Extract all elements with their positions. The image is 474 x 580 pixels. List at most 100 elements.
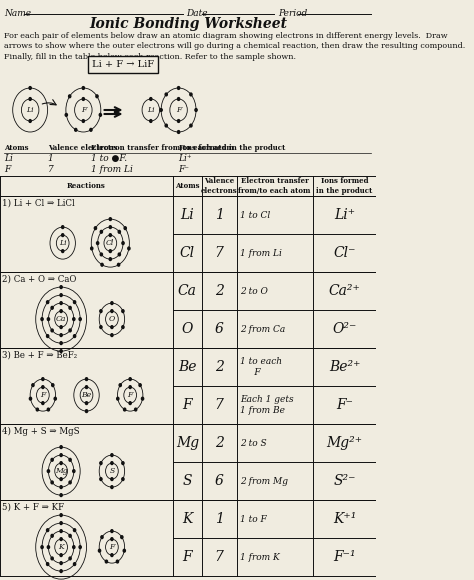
Circle shape [60,554,62,557]
Text: Li: Li [59,239,66,247]
Circle shape [94,227,97,230]
Circle shape [60,561,62,564]
Circle shape [47,318,49,321]
Circle shape [99,549,100,552]
Circle shape [105,560,108,563]
Circle shape [177,86,180,89]
Circle shape [54,397,56,400]
Circle shape [41,318,43,321]
Text: K⁺¹: K⁺¹ [333,512,356,526]
Circle shape [85,402,88,404]
Circle shape [46,301,49,303]
Circle shape [60,350,62,353]
Circle shape [109,258,111,260]
Text: Ions formed in the product: Ions formed in the product [179,144,285,152]
Circle shape [60,462,62,465]
Text: O: O [109,315,115,323]
Circle shape [60,538,62,541]
Circle shape [177,130,180,133]
Circle shape [100,253,102,256]
Circle shape [111,554,113,557]
Circle shape [46,335,49,338]
Circle shape [139,384,141,386]
Circle shape [29,119,31,122]
Circle shape [60,522,62,524]
Text: Li: Li [4,154,13,163]
Circle shape [111,454,113,456]
Circle shape [96,95,98,97]
Text: F⁻¹: F⁻¹ [333,550,356,564]
Text: 1 from K: 1 from K [240,553,280,561]
Text: 2 from Ca: 2 from Ca [240,324,285,334]
Circle shape [73,318,75,321]
Text: Mg: Mg [55,467,67,475]
Circle shape [51,458,53,461]
Circle shape [118,263,120,266]
Circle shape [60,334,62,336]
Circle shape [116,560,118,563]
Circle shape [124,227,127,230]
Text: Atoms: Atoms [4,144,28,152]
Circle shape [129,402,131,404]
Circle shape [60,302,62,304]
Circle shape [177,119,180,122]
Circle shape [118,230,120,233]
Text: 1: 1 [47,154,54,163]
Text: 7: 7 [47,165,54,174]
Text: Li⁺: Li⁺ [334,208,355,222]
Circle shape [69,329,71,332]
Circle shape [190,93,192,96]
Text: Valence electrons: Valence electrons [47,144,117,152]
Circle shape [51,306,53,309]
Circle shape [65,114,67,117]
Circle shape [69,557,71,560]
Circle shape [109,234,111,237]
Circle shape [128,247,130,250]
Circle shape [111,530,113,532]
Circle shape [121,536,123,539]
Circle shape [42,402,44,404]
Text: 2) Ca + O ⇒ CaO: 2) Ca + O ⇒ CaO [2,275,77,284]
Circle shape [119,384,121,386]
Text: F⁻: F⁻ [179,165,190,174]
Circle shape [60,530,62,532]
Text: F: F [176,106,181,114]
Circle shape [47,470,49,473]
Circle shape [46,563,49,566]
Circle shape [60,514,62,517]
Circle shape [100,310,102,313]
Circle shape [69,481,71,484]
Circle shape [111,462,113,465]
Circle shape [29,97,31,100]
Circle shape [62,226,64,229]
Text: 7: 7 [215,246,224,260]
Text: 2 to O: 2 to O [240,287,268,295]
Circle shape [124,408,126,411]
Circle shape [122,242,124,245]
Circle shape [29,86,31,89]
Circle shape [101,263,103,266]
Circle shape [122,462,124,465]
Circle shape [47,546,49,549]
Circle shape [51,557,53,560]
Text: 1: 1 [215,512,224,526]
Circle shape [195,108,197,111]
Circle shape [82,97,84,100]
Circle shape [117,397,119,400]
Circle shape [100,462,102,465]
Circle shape [60,494,62,496]
Circle shape [190,124,192,127]
Circle shape [60,570,62,572]
Circle shape [141,397,144,400]
Text: Li: Li [181,208,194,222]
Text: Li⁺: Li⁺ [179,154,192,163]
Circle shape [60,342,62,345]
Text: 1 to F: 1 to F [240,514,266,524]
Text: For each pair of elements below draw an atomic diagram showing electrons in diff: For each pair of elements below draw an … [4,32,465,61]
Circle shape [69,534,71,537]
Text: 1 from Li: 1 from Li [240,248,282,258]
Circle shape [73,529,76,531]
Circle shape [85,409,88,412]
Circle shape [32,384,34,386]
Circle shape [122,478,124,480]
